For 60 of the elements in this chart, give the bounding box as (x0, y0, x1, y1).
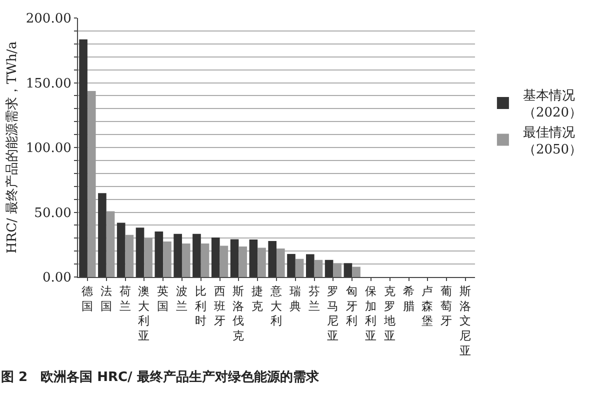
bar (306, 254, 314, 277)
x-tick-label: 荷兰 (119, 284, 132, 313)
y-tick-label: 50.00 (34, 206, 72, 221)
bar (324, 260, 334, 277)
x-tick-label: 意大利 (270, 284, 282, 328)
y-tick-label: 100.00 (26, 141, 72, 156)
bar (200, 243, 210, 277)
x-tick-label: 斯洛文尼亚 (460, 284, 472, 358)
x-tick-label: 克罗地亚 (382, 284, 396, 343)
x-tick-label: 波兰 (176, 284, 188, 313)
x-tick-label: 葡萄牙 (440, 284, 453, 328)
x-tick-label: 英国 (157, 284, 170, 313)
legend-label: 最佳情况（2050） (522, 125, 582, 158)
bar (268, 241, 276, 277)
bar (211, 238, 220, 277)
x-tick-label: 法国 (100, 284, 112, 313)
bar (154, 232, 164, 277)
x-tick-label: 芬兰 (308, 284, 320, 313)
x-tick-label: 罗马尼亚 (327, 284, 340, 343)
bar (314, 260, 323, 277)
x-tick-label: 斯洛伐克 (232, 284, 245, 343)
x-tick-label: 捷克 (252, 284, 264, 313)
x-tick-label: 保加利亚 (365, 284, 378, 343)
text: 图 2 欧洲各国 HRC/ 最终产品生产对绿色能源的需求 (1, 369, 320, 385)
bar (98, 193, 106, 277)
x-tick-label: 比利时 (194, 284, 207, 328)
bar (182, 243, 190, 277)
bar (238, 246, 248, 277)
x-tick-label: 卢森堡 (422, 284, 434, 328)
bar (125, 234, 134, 277)
bar (220, 246, 228, 277)
bar (287, 254, 296, 277)
bar (352, 266, 360, 277)
bar (249, 239, 258, 277)
bar (333, 263, 342, 277)
bar (144, 238, 152, 277)
y-tick-label: 0.00 (42, 270, 72, 286)
legend-label: 基本情况（2020） (522, 88, 582, 121)
bar (136, 228, 144, 277)
bar (79, 39, 88, 277)
x-tick-label: 匈牙利 (346, 284, 358, 328)
y-tick-label: 200.00 (26, 12, 72, 27)
y-tick-label: 150.00 (26, 76, 72, 92)
bar (87, 91, 96, 277)
x-tick-label: 希腊 (402, 284, 415, 313)
bar (258, 248, 266, 277)
bar (230, 239, 239, 277)
bar (344, 263, 352, 277)
bar (276, 248, 285, 277)
bar (163, 242, 172, 277)
bar (174, 234, 182, 277)
bar (106, 211, 115, 277)
bar (295, 258, 304, 277)
x-tick-label: 瑞典 (289, 284, 302, 313)
bar (192, 234, 201, 277)
x-tick-label: 德国 (81, 284, 94, 313)
x-tick-label: 西班牙 (214, 284, 226, 328)
x-tick-label: 澳大利亚 (138, 284, 150, 343)
y-axis-title: HRC/ 最终产品的能源需求，TWh/a (4, 41, 20, 254)
bar (116, 222, 126, 277)
